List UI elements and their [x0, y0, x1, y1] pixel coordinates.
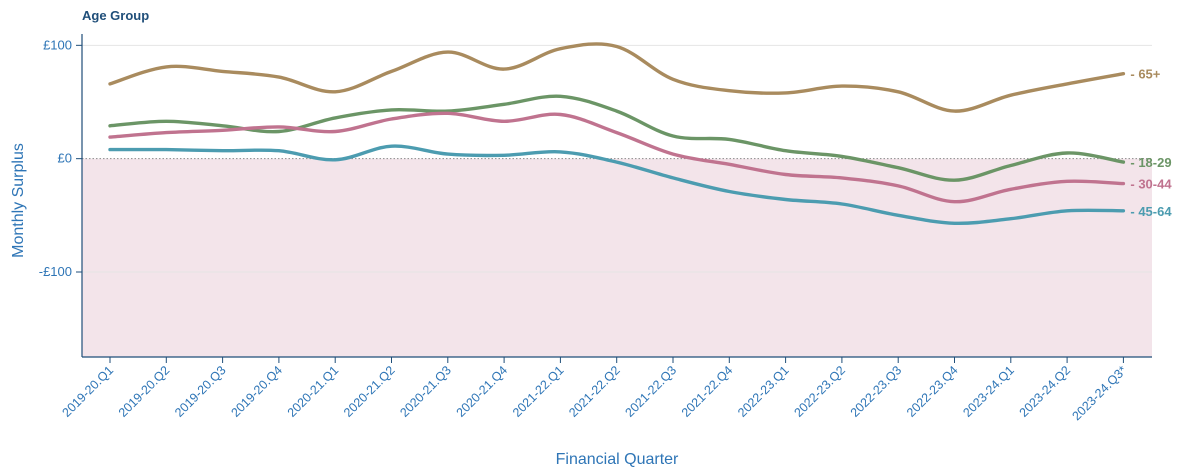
x-tick-label: 2019-20.Q4: [228, 363, 285, 420]
x-tick-label: 2019-20.Q2: [116, 363, 173, 420]
x-axis-ticks: 2019-20.Q1 2019-20.Q2 2019-20.Q3 2019-20.Q4…: [60, 357, 1130, 423]
x-tick-label: 2019-20.Q1: [60, 363, 117, 420]
x-tick-label: 2022-23.Q4: [904, 363, 961, 420]
x-tick-label: 2022-23.Q1: [735, 363, 792, 420]
series-line-45-64: [108, 144, 1126, 226]
x-tick-label: 2023-24.Q3*: [1069, 363, 1129, 423]
y-tick-label: £100: [43, 37, 72, 52]
series-end-labels: - 65+ - 18-29 - 30-44 - 45-64: [1130, 67, 1172, 219]
legend-title: Age Group: [82, 8, 149, 23]
series-lines: [108, 42, 1126, 226]
end-label-45-64: - 45-64: [1130, 204, 1172, 219]
x-tick-label: 2019-20.Q3: [172, 363, 229, 420]
x-tick-label: 2022-23.Q2: [791, 363, 848, 420]
end-label-18-29: - 18-29: [1130, 155, 1171, 170]
y-tick-label: -£100: [39, 264, 72, 279]
x-tick-label: 2020-21.Q4: [454, 363, 511, 420]
series-line-65+: [108, 42, 1126, 113]
y-tick-label: £0: [58, 151, 72, 166]
x-tick-label: 2023-24.Q2: [1017, 363, 1074, 420]
x-tick-label: 2021-22.Q2: [566, 363, 623, 420]
series-line-30-44: [108, 111, 1126, 204]
x-axis-title: Financial Quarter: [556, 451, 679, 468]
y-axis-ticks: £100 £0 -£100: [39, 37, 82, 279]
x-tick-label: 2022-23.Q3: [848, 363, 905, 420]
x-tick-label: 2021-22.Q3: [623, 363, 680, 420]
x-tick-label: 2020-21.Q3: [397, 363, 454, 420]
series-line-18-29: [108, 94, 1126, 182]
x-tick-label: 2021-22.Q1: [510, 363, 567, 420]
negative-region: [82, 158, 1152, 357]
end-label-30-44: - 30-44: [1130, 177, 1172, 192]
x-tick-label: 2020-21.Q1: [285, 363, 342, 420]
y-axis-title: Monthly Surplus: [10, 143, 27, 258]
end-label-65+: - 65+: [1130, 67, 1160, 82]
x-tick-label: 2021-22.Q4: [679, 363, 736, 420]
x-tick-label: 2020-21.Q2: [341, 363, 398, 420]
x-tick-label: 2023-24.Q1: [960, 363, 1017, 420]
